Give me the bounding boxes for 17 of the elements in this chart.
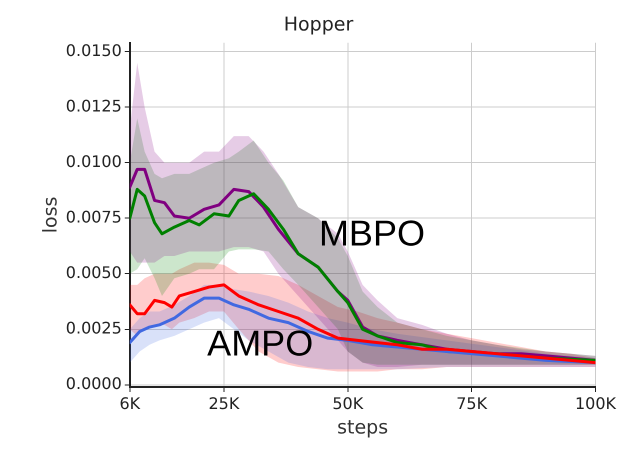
x-tick-label: 75K (456, 394, 488, 413)
annotation: AMPO (207, 322, 314, 364)
x-axis-title: steps (337, 416, 388, 439)
x-tick-label: 50K (332, 394, 364, 413)
y-tick-label: 0.0150 (66, 40, 122, 60)
y-axis-title: loss (39, 196, 62, 234)
x-tick-label: 25K (208, 394, 240, 413)
y-tick-label: 0.0075 (66, 207, 122, 226)
x-tick-label: 100K (574, 394, 617, 413)
annotation: MBPO (318, 212, 425, 254)
y-tick-label: 0.0100 (66, 152, 122, 171)
x-tick-label: 6K (119, 394, 141, 413)
y-tick-label: 0.0025 (66, 318, 122, 338)
y-tick-label: 0.0050 (66, 262, 122, 282)
y-tick-label: 0.0000 (66, 374, 122, 393)
chart-title: Hopper (284, 13, 354, 36)
y-tick-label: 0.0125 (66, 96, 122, 116)
